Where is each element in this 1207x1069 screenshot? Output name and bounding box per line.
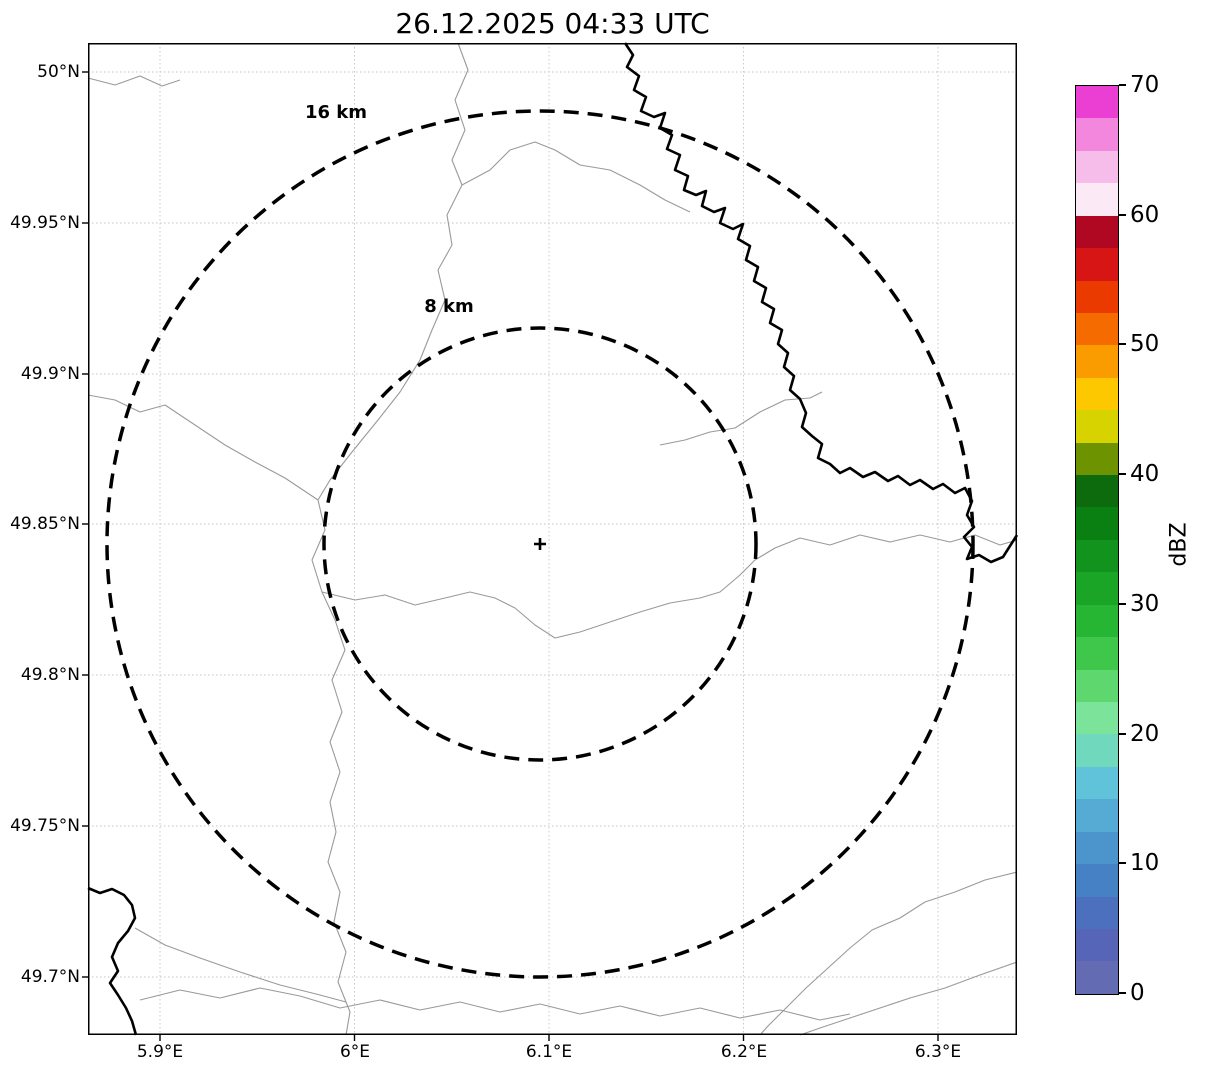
colorbar-segment [1076, 604, 1118, 638]
colorbar-segment [1076, 248, 1118, 281]
y-tick-label: 49.9°N [20, 364, 80, 384]
colorbar-segment [1076, 928, 1118, 962]
colorbar-segment [1076, 442, 1118, 476]
colorbar-segment [1076, 507, 1118, 540]
colorbar-tick-label: 60 [1130, 201, 1160, 228]
boundary-line [759, 871, 1018, 1036]
colorbar-segment [1076, 961, 1118, 994]
colorbar-tick-label: 10 [1130, 850, 1160, 877]
colorbar-segment [1076, 475, 1118, 508]
colorbar-segment [1076, 831, 1118, 865]
colorbar-segment [1076, 637, 1118, 670]
y-tick-label: 49.8°N [20, 665, 80, 685]
boundary-line [134, 927, 347, 1003]
colorbar-segment [1076, 86, 1118, 119]
x-tick-label: 5.9°E [136, 1042, 184, 1062]
colorbar-tick-mark [1119, 473, 1126, 476]
y-tick-label: 49.95°N [10, 213, 80, 233]
y-tick-label: 49.75°N [10, 816, 80, 836]
colorbar-segment [1076, 864, 1118, 897]
boundary-line [659, 391, 823, 446]
range-ring-8km [322, 326, 758, 762]
colorbar-tick-mark [1119, 862, 1126, 865]
colorbar-tick-label: 50 [1130, 331, 1160, 358]
colorbar-segment [1076, 345, 1118, 378]
axis-tick-marks [82, 71, 939, 1041]
colorbar-tick-label: 70 [1130, 72, 1160, 98]
colorbar-tick-label: 30 [1130, 590, 1160, 617]
colorbar-tick-mark [1119, 602, 1126, 605]
colorbar-segment [1076, 766, 1118, 800]
colorbar [1075, 85, 1119, 995]
colorbar-tick-mark [1119, 213, 1126, 216]
boundary-line [321, 534, 1018, 639]
colorbar-segment [1076, 215, 1118, 249]
plot-frame [88, 43, 1017, 1035]
colorbar-segment [1076, 896, 1118, 929]
admin-boundaries [87, 42, 1018, 1036]
colorbar-segment [1076, 312, 1118, 346]
y-tick-label: 49.85°N [10, 514, 80, 534]
colorbar-segment [1076, 183, 1118, 216]
country-border-line [623, 42, 1019, 564]
boundary-line [87, 75, 181, 87]
x-tick-label: 6.3°E [914, 1042, 962, 1062]
colorbar-segment [1076, 118, 1118, 151]
colorbar-tick-label: 20 [1130, 720, 1160, 747]
colorbar-segment [1076, 280, 1118, 313]
colorbar-segment [1076, 799, 1118, 832]
colorbar-segment [1076, 669, 1118, 703]
boundary-line [317, 42, 469, 501]
colorbar-segment [1076, 539, 1118, 573]
x-tick-label: 6.2°E [720, 1042, 768, 1062]
colorbar-tick-mark [1119, 84, 1126, 86]
range-rings [105, 109, 975, 979]
country-borders [87, 42, 1019, 1036]
x-tick-label: 6°E [339, 1042, 371, 1062]
map-canvas: 16 km 8 km [82, 42, 1019, 1041]
boundary-line [311, 499, 351, 1036]
colorbar-segment [1076, 702, 1118, 735]
boundary-line [139, 987, 851, 1021]
range-ring-16km [105, 109, 975, 979]
colorbar-tick-mark [1119, 343, 1126, 346]
y-tick-label: 49.7°N [20, 967, 80, 987]
map-title: 26.12.2025 04:33 UTC [395, 7, 710, 40]
colorbar-segment [1076, 572, 1118, 605]
boundary-line [799, 961, 1018, 1036]
y-tick-label: 50°N [37, 62, 80, 82]
colorbar-tick-label: 40 [1130, 461, 1160, 488]
range-ring-label-16km: 16 km [305, 102, 367, 123]
colorbar-tick-label: 0 [1130, 980, 1145, 1006]
colorbar-tick-mark [1119, 992, 1126, 994]
colorbar-segment [1076, 377, 1118, 411]
boundary-line [87, 394, 319, 501]
colorbar-unit-label: dBZ [1166, 521, 1192, 567]
boundary-line [461, 141, 691, 213]
colorbar-segment [1076, 734, 1118, 767]
colorbar-segment [1076, 150, 1118, 184]
country-border-line [87, 886, 138, 1036]
radar-center-marker [534, 538, 546, 550]
colorbar-segment [1076, 410, 1118, 443]
range-ring-label-8km: 8 km [424, 296, 474, 317]
colorbar-tick-mark [1119, 732, 1126, 735]
map-plot-area: 16 km 8 km [82, 42, 1019, 1041]
x-tick-label: 6.1°E [525, 1042, 573, 1062]
